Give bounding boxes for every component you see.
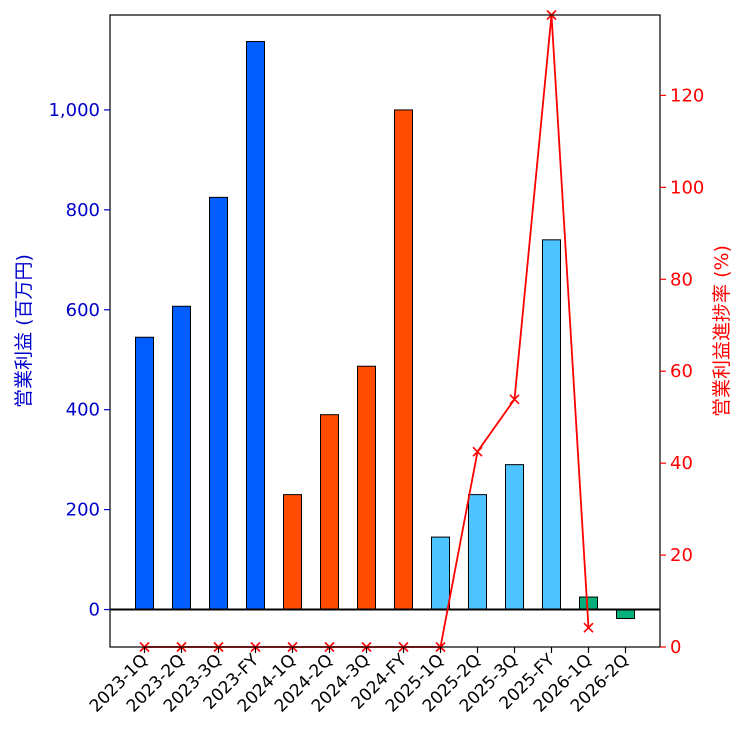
right-tick-label: 80: [670, 269, 693, 290]
left-tick-label: 800: [66, 200, 100, 221]
bar-series: [135, 40, 635, 620]
progress-marker-2026-1Q: [583, 622, 594, 633]
bar-2023-1Q: [135, 336, 154, 611]
right-tick-label: 100: [670, 177, 704, 198]
right-tick-label: 20: [670, 545, 693, 566]
x-axis-ticks: 2023-1Q2023-2Q2023-3Q2023-FY2024-1Q2024-…: [86, 647, 633, 717]
left-tick-label: 200: [66, 500, 100, 521]
bar-2023-3Q: [209, 196, 228, 611]
bar-2024-1Q: [283, 494, 302, 611]
left-tick-label: 1,000: [48, 100, 100, 121]
left-tick-label: 400: [66, 400, 100, 421]
bar-2024-FY: [394, 109, 413, 611]
bar-2023-FY: [246, 40, 265, 611]
bar-2024-3Q: [357, 365, 376, 611]
bar-2024-2Q: [320, 414, 339, 611]
plot-frame: [109, 14, 661, 648]
right-axis-label: 営業利益進捗率 (%): [711, 245, 733, 417]
left-tick-label: 600: [66, 300, 100, 321]
right-tick-label: 40: [670, 453, 693, 474]
right-tick-label: 0: [670, 637, 681, 658]
progress-marker-2025-2Q: [472, 446, 483, 457]
left-tick-label: 0: [89, 600, 100, 621]
bar-2025-3Q: [505, 464, 524, 611]
bar-2026-2Q: [616, 609, 635, 620]
left-axis-label: 営業利益 (百万円): [13, 254, 35, 408]
bar-2025-1Q: [431, 536, 450, 611]
right-tick-label: 120: [670, 85, 704, 106]
bar-2025-2Q: [468, 494, 487, 611]
right-axis-ticks: 0 20 40 60 80 100 120: [660, 85, 704, 658]
left-axis-ticks: 0 200 400 600 800 1,000: [48, 100, 110, 621]
progress-marker-2025-3Q: [509, 394, 520, 405]
right-tick-label: 60: [670, 361, 693, 382]
bar-2026-1Q: [579, 596, 598, 611]
bar-2025-FY: [542, 239, 561, 611]
bar-2023-2Q: [172, 305, 191, 611]
